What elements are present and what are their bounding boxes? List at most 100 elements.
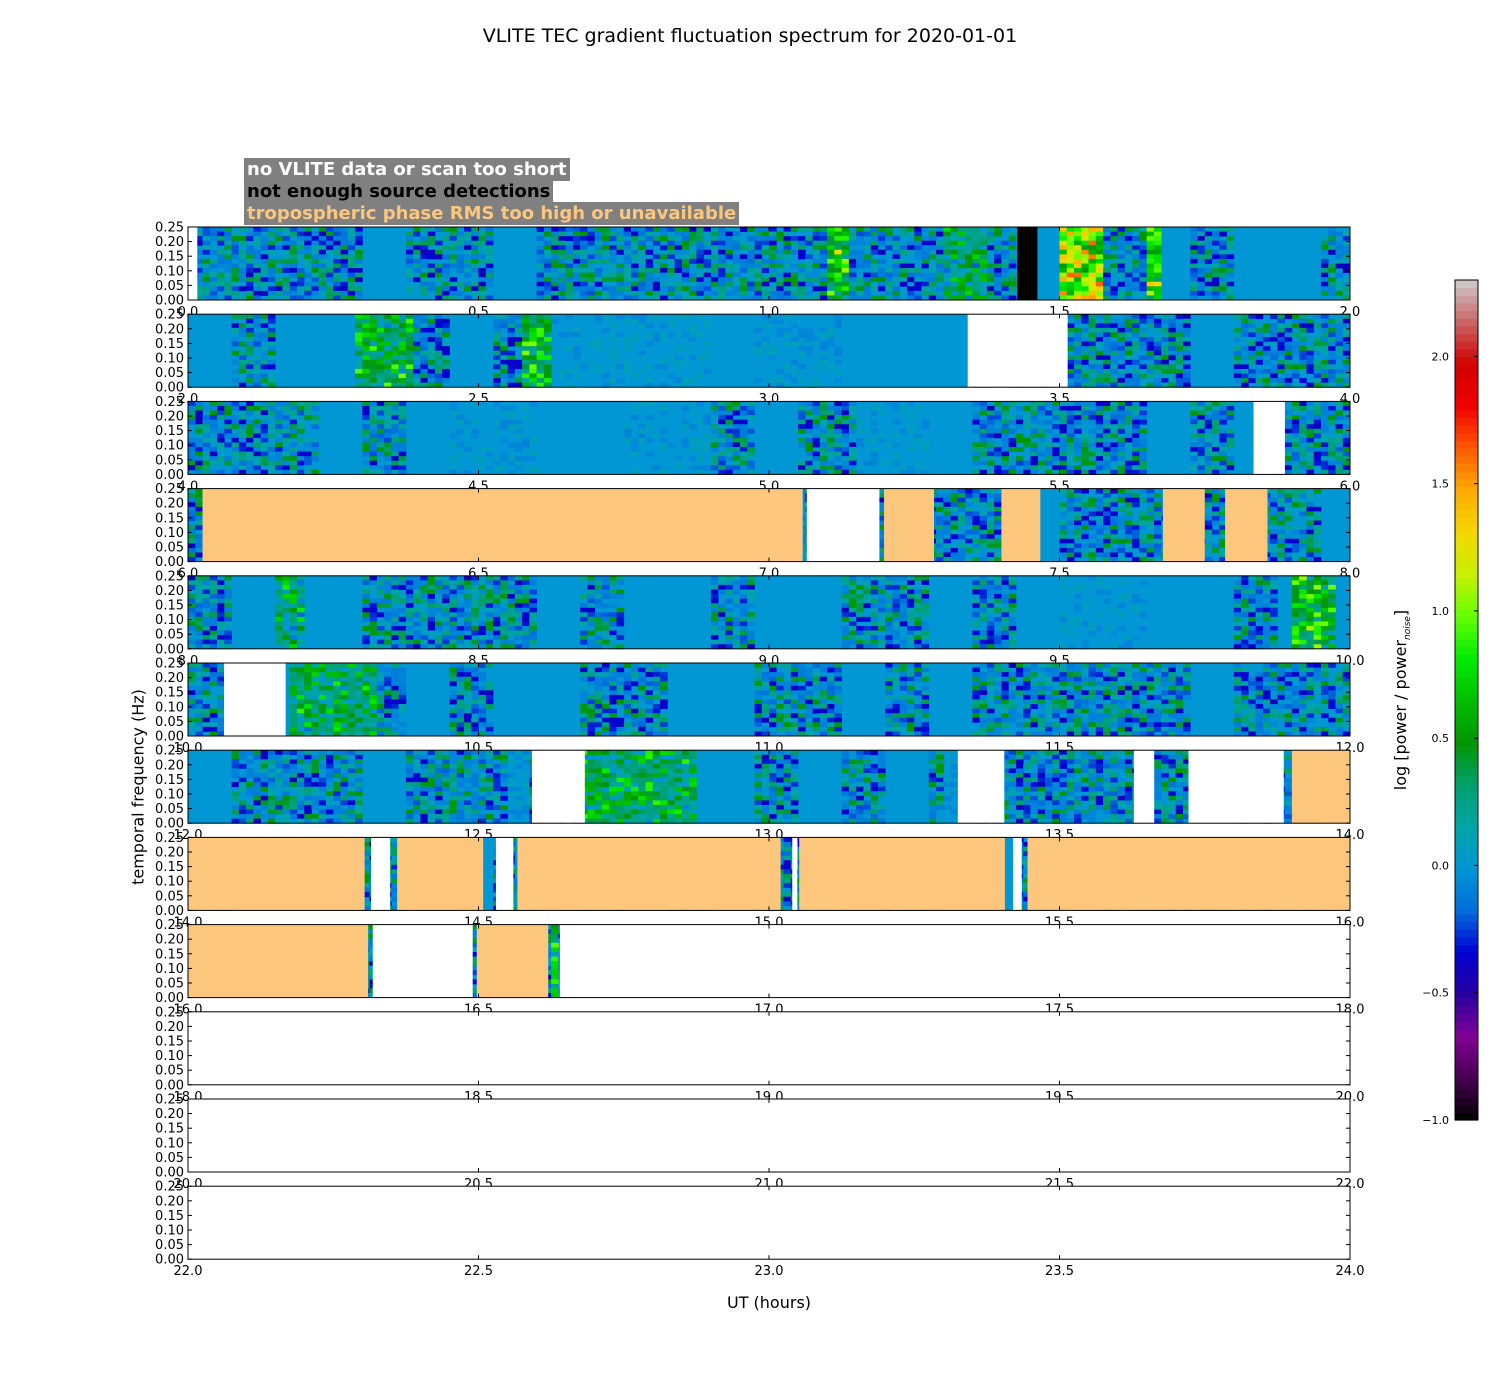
spectrum-cell	[434, 373, 443, 379]
spectrum-cell	[848, 286, 857, 292]
spectrum-cell	[1204, 254, 1213, 260]
spectrum-cell	[1081, 350, 1089, 356]
spectrum-cell	[1066, 415, 1075, 421]
spectrum-cell	[943, 268, 951, 274]
spectrum-cell	[739, 245, 748, 251]
spectrum-cell	[1117, 469, 1126, 475]
spectrum-cell	[493, 373, 501, 379]
spectrum-cell	[572, 268, 581, 274]
spectrum-cell	[798, 236, 806, 242]
spectrum-cell	[253, 263, 262, 269]
spectrum-cell	[1110, 245, 1118, 251]
spectrum-cell	[1023, 469, 1031, 475]
spectrum-cell	[420, 314, 429, 320]
spectrum-cell	[282, 428, 291, 434]
spectrum-cell	[1306, 433, 1315, 439]
spectrum-cell	[834, 469, 843, 475]
spectrum-cell	[1095, 231, 1104, 237]
panel-2-cells	[188, 401, 1351, 475]
spectrum-cell	[1270, 341, 1278, 347]
spectrum-cell	[1197, 263, 1206, 269]
spectrum-cell	[304, 227, 312, 232]
spectrum-cell	[1081, 332, 1089, 338]
spectrum-cell	[906, 295, 915, 301]
y-tick-label: 0.20	[155, 235, 184, 250]
spectrum-cell	[1182, 346, 1191, 352]
spectrum-cell	[1066, 314, 1075, 320]
spectrum-cell	[1212, 415, 1220, 421]
spectrum-cell	[1270, 323, 1278, 329]
spectrum-cell	[914, 281, 922, 287]
spectrum-cell	[471, 227, 479, 232]
spectrum-cell	[819, 405, 828, 411]
spectrum-cell	[1204, 258, 1213, 264]
spectrum-cell	[979, 405, 988, 411]
spectrum-cell	[769, 295, 777, 301]
spectrum-cell	[827, 460, 835, 466]
spectrum-cell	[1110, 378, 1118, 384]
spectrum-cell	[841, 428, 850, 434]
spectrum-cell	[1190, 415, 1198, 421]
spectrum-cell	[289, 447, 298, 452]
spectrum-cell	[1219, 415, 1227, 421]
spectrum-cell	[834, 263, 843, 269]
spectrum-cell	[1284, 350, 1293, 356]
spectrum-cell	[471, 236, 479, 242]
spectrum-cell	[289, 401, 298, 407]
spectrum-cell	[718, 424, 726, 430]
spectrum-cell	[841, 249, 850, 255]
spectrum-cell	[943, 231, 951, 237]
spectrum-cell	[1226, 295, 1235, 301]
spectrum-cell	[769, 272, 777, 278]
spectrum-cell	[1248, 378, 1256, 384]
spectrum-cell	[1219, 437, 1227, 443]
spectrum-cell	[1081, 337, 1089, 342]
spectrum-cell	[420, 323, 429, 329]
spectrum-cell	[798, 332, 806, 338]
spectrum-cell	[318, 258, 327, 264]
spectrum-cell	[870, 456, 879, 462]
spectrum-cell	[384, 456, 392, 462]
spectrum-cell	[478, 231, 487, 237]
spectrum-cell	[188, 497, 196, 503]
spectrum-cell	[275, 268, 283, 274]
spectrum-cell	[696, 277, 705, 283]
spectrum-cell	[1001, 258, 1010, 264]
y-tick-label: 0.00	[155, 381, 184, 396]
spectrum-cell	[1335, 337, 1344, 342]
spectrum-cell	[188, 502, 196, 508]
spectrum-cell	[565, 346, 574, 352]
spectrum-cell	[1320, 401, 1329, 407]
spectrum-cell	[1291, 341, 1300, 347]
spectrum-cell	[1153, 368, 1162, 374]
spectrum-cell	[231, 350, 240, 356]
spectrum-cell	[1095, 419, 1104, 425]
spectrum-cell	[703, 415, 712, 421]
spectrum-cell	[1146, 318, 1155, 324]
spectrum-cell	[1074, 286, 1082, 292]
spectrum-cell	[1212, 240, 1220, 246]
spectrum-cell	[1342, 245, 1351, 251]
spectrum-cell	[558, 332, 567, 338]
spectrum-cell	[427, 249, 436, 255]
spectrum-cell	[514, 456, 523, 462]
spectrum-cell	[1103, 341, 1111, 347]
spectrum-cell	[1088, 245, 1097, 251]
spectrum-cell	[783, 231, 792, 237]
spectrum-cell	[906, 268, 915, 274]
spectrum-cell	[580, 272, 588, 278]
spectrum-cell	[311, 249, 320, 255]
spectrum-cell	[384, 373, 392, 379]
spectrum-cell	[580, 281, 588, 287]
spectrum-cell	[514, 323, 523, 329]
spectrum-cell	[1313, 451, 1322, 457]
spectrum-cell	[238, 295, 247, 301]
spectrum-cell	[384, 337, 392, 342]
spectrum-cell	[1146, 281, 1155, 287]
spectrum-cell	[1066, 364, 1075, 370]
spectrum-cell	[1320, 428, 1329, 434]
spectrum-cell	[1219, 263, 1227, 269]
spectrum-cell	[1110, 465, 1118, 471]
spectrum-cell	[681, 424, 690, 430]
spectrum-cell	[783, 236, 792, 242]
